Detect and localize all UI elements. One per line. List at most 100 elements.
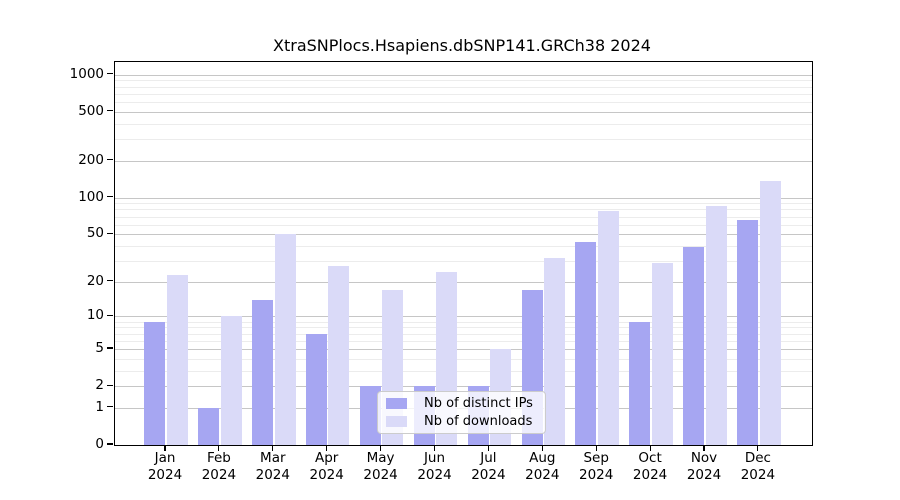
x-label-month: Jul bbox=[480, 450, 497, 466]
y-axis-tick-label: 200 bbox=[78, 151, 104, 168]
y-tick-mark bbox=[107, 384, 113, 386]
legend-label-downloads: Nb of downloads bbox=[424, 414, 533, 429]
y-tick-mark bbox=[107, 406, 113, 408]
y-major-gridline bbox=[114, 111, 812, 113]
bar-downloads bbox=[274, 234, 296, 445]
bar-downloads bbox=[759, 180, 781, 445]
x-tick-mark bbox=[541, 445, 543, 451]
x-axis-label: May 2024 bbox=[351, 450, 411, 484]
y-axis-tick-label: 50 bbox=[86, 225, 104, 242]
y-major-gridline bbox=[114, 316, 812, 318]
legend: Nb of distinct IPs Nb of downloads bbox=[377, 391, 546, 434]
y-minor-gridline bbox=[114, 260, 812, 262]
x-label-year: 2024 bbox=[686, 467, 722, 483]
bar-downloads bbox=[328, 266, 350, 445]
x-axis-label: Jun 2024 bbox=[405, 450, 465, 484]
y-minor-gridline bbox=[114, 370, 812, 372]
y-tick-mark bbox=[107, 159, 113, 161]
y-tick-mark bbox=[107, 232, 113, 234]
y-axis-tick-label: 100 bbox=[78, 188, 104, 205]
x-axis-label: Jul 2024 bbox=[458, 450, 518, 484]
x-label-year: 2024 bbox=[471, 467, 506, 483]
y-tick-mark bbox=[107, 196, 113, 198]
y-minor-gridline bbox=[114, 321, 812, 323]
bar-distinct-ips bbox=[737, 219, 759, 445]
x-label-month: Jun bbox=[423, 450, 446, 466]
x-axis-label: Nov 2024 bbox=[674, 450, 734, 484]
x-label-year: 2024 bbox=[201, 467, 237, 483]
x-axis-label: Feb 2024 bbox=[189, 450, 249, 484]
x-tick-mark bbox=[218, 445, 220, 451]
x-tick-mark bbox=[649, 445, 651, 451]
bar-distinct-ips bbox=[359, 386, 381, 445]
bar-downloads bbox=[544, 257, 566, 445]
bar-downloads bbox=[166, 274, 188, 445]
y-major-gridline bbox=[114, 234, 812, 236]
x-label-year: 2024 bbox=[147, 467, 183, 483]
y-major-gridline bbox=[114, 74, 812, 76]
x-label-month: Mar bbox=[260, 450, 286, 466]
x-tick-mark bbox=[595, 445, 597, 451]
x-axis-label: Jan 2024 bbox=[135, 450, 195, 484]
bar-distinct-ips bbox=[575, 242, 597, 445]
x-label-month: Feb bbox=[206, 450, 231, 466]
y-axis-tick-label: 0 bbox=[95, 436, 104, 452]
y-axis-tick-label: 500 bbox=[78, 102, 104, 119]
x-tick-mark bbox=[380, 445, 382, 451]
y-axis-tick-label: 1 bbox=[95, 398, 104, 415]
y-minor-gridline bbox=[114, 139, 812, 141]
x-label-year: 2024 bbox=[417, 467, 452, 483]
x-tick-mark bbox=[272, 445, 274, 451]
x-label-month: Dec bbox=[744, 450, 771, 466]
y-minor-gridline bbox=[114, 86, 812, 88]
y-minor-gridline bbox=[114, 203, 812, 205]
y-minor-gridline bbox=[114, 209, 812, 211]
x-label-month: Apr bbox=[315, 450, 339, 466]
y-tick-mark bbox=[107, 73, 113, 75]
legend-item-downloads: Nb of downloads bbox=[378, 414, 545, 429]
y-axis-tick-label: 20 bbox=[86, 272, 104, 289]
bar-distinct-ips bbox=[305, 333, 327, 445]
y-major-gridline bbox=[114, 197, 812, 199]
bar-distinct-ips bbox=[683, 247, 705, 445]
bar-distinct-ips bbox=[252, 299, 274, 445]
y-axis-tick-label: 2 bbox=[95, 377, 104, 394]
y-tick-mark bbox=[107, 443, 113, 445]
x-tick-mark bbox=[326, 445, 328, 451]
bar-distinct-ips bbox=[198, 407, 220, 445]
x-axis-label: Dec 2024 bbox=[728, 450, 788, 484]
bar-distinct-ips bbox=[144, 321, 166, 445]
x-label-month: Jan bbox=[154, 450, 176, 466]
x-label-month: Oct bbox=[638, 450, 662, 466]
y-minor-gridline bbox=[114, 216, 812, 218]
y-minor-gridline bbox=[114, 123, 812, 125]
x-label-year: 2024 bbox=[740, 467, 776, 483]
x-tick-mark bbox=[164, 445, 166, 451]
y-minor-gridline bbox=[114, 333, 812, 335]
x-tick-mark bbox=[703, 445, 705, 451]
y-tick-mark bbox=[107, 314, 113, 317]
y-tick-mark bbox=[107, 280, 113, 282]
x-label-month: Sep bbox=[583, 450, 609, 466]
y-major-gridline bbox=[114, 160, 812, 162]
legend-item-distinct-ips: Nb of distinct IPs bbox=[378, 396, 545, 411]
x-label-year: 2024 bbox=[632, 467, 668, 483]
bar-downloads bbox=[651, 262, 673, 445]
x-label-month: Nov bbox=[690, 450, 718, 466]
plot-area bbox=[113, 60, 813, 446]
y-minor-gridline bbox=[114, 102, 812, 104]
y-major-gridline bbox=[114, 386, 812, 388]
y-minor-gridline bbox=[114, 93, 812, 95]
y-axis-tick-label: 5 bbox=[95, 339, 104, 356]
y-axis-tick-label: 10 bbox=[86, 307, 104, 324]
x-label-month: Aug bbox=[529, 450, 556, 466]
x-axis-label: Apr 2024 bbox=[297, 450, 357, 484]
x-tick-mark bbox=[487, 445, 489, 451]
chart-title: XtraSNPlocs.Hsapiens.dbSNP141.GRCh38 202… bbox=[273, 36, 651, 55]
x-axis-label: Mar 2024 bbox=[243, 450, 303, 484]
y-minor-gridline bbox=[114, 245, 812, 247]
legend-swatch-distinct-ips bbox=[386, 398, 407, 409]
x-label-year: 2024 bbox=[255, 467, 290, 483]
y-major-gridline bbox=[114, 348, 812, 350]
